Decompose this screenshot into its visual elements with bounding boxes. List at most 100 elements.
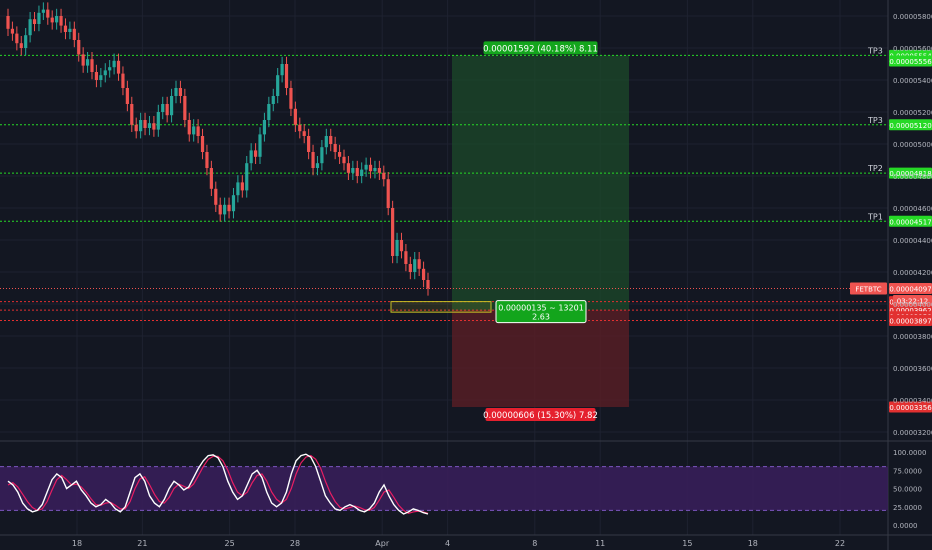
- candle-body: [187, 120, 191, 135]
- time-tick-label: 11: [595, 539, 605, 548]
- candle-body: [421, 268, 426, 280]
- candle-body: [103, 70, 107, 76]
- candle-body: [320, 147, 324, 164]
- candle-body: [408, 264, 412, 272]
- candle-body: [81, 54, 85, 66]
- candle-body: [200, 136, 205, 152]
- candle-body: [377, 168, 381, 173]
- level-name: TP2: [867, 164, 883, 173]
- time-tick-label: 8: [532, 539, 537, 548]
- price-tick-label: 0.00005600: [893, 45, 932, 53]
- candle-body: [417, 259, 421, 269]
- price-tick-label: 0.00003800: [893, 333, 932, 341]
- level-name: TP3: [867, 116, 883, 125]
- time-tick-label: Apr: [375, 539, 390, 548]
- candle-body: [240, 182, 244, 191]
- candle-body: [28, 19, 32, 36]
- candle-body: [205, 152, 209, 168]
- oscillator-tick-label: 100.0000: [893, 449, 926, 457]
- time-axis[interactable]: 18 21 25 28 Apr 4 8 11 15 18 22: [72, 539, 845, 548]
- level-price-bg: [889, 401, 932, 413]
- candle-body: [262, 120, 267, 135]
- candle-body: [55, 16, 59, 23]
- candle-body: [399, 240, 404, 252]
- candle-body: [68, 28, 72, 32]
- level-price-bg: [889, 314, 932, 326]
- level-price-label: 0.00005556: [889, 58, 932, 66]
- candle-body: [15, 33, 19, 44]
- candle-body: [209, 168, 213, 189]
- countdown-bg: [893, 294, 932, 306]
- candle-body: [192, 126, 196, 135]
- candle-body: [112, 60, 116, 68]
- price-tick-label: 0.00004400: [893, 237, 932, 245]
- candle-body: [236, 182, 240, 196]
- candle-body: [298, 124, 302, 132]
- oscillator-tick-label: 0.0000: [893, 522, 918, 530]
- candle-body: [426, 280, 430, 289]
- candle-body: [174, 88, 178, 96]
- level-name: TP1: [867, 212, 883, 221]
- candle-body: [315, 163, 320, 168]
- candle-body: [382, 172, 386, 180]
- loss-zone: [452, 310, 629, 408]
- candle-body: [351, 168, 355, 173]
- candle-body: [85, 59, 90, 66]
- candle-body: [134, 124, 138, 132]
- level-price-bg: [889, 215, 932, 227]
- level-price-label: 0.00004517: [889, 218, 931, 226]
- candle-body: [307, 136, 311, 152]
- candle-body: [94, 72, 99, 80]
- price-tick-label: 0.00004200: [893, 269, 932, 277]
- candle-body: [178, 88, 183, 96]
- candles: [6, 2, 430, 296]
- price-tick-label: 0.00003200: [893, 429, 932, 437]
- candle-body: [125, 88, 129, 104]
- candle-body: [214, 188, 218, 205]
- time-tick-label: 21: [137, 539, 147, 548]
- candle-body: [139, 120, 143, 132]
- level-price-bg: [889, 55, 932, 67]
- profit-label-bg: [483, 41, 598, 55]
- candle-body: [10, 28, 15, 34]
- last-price-bg: [889, 282, 932, 294]
- countdown-label: 03:22:12: [897, 297, 928, 305]
- oscillator-pane: 100.0000 75.0000 50.0000 25.0000 0.0000: [0, 449, 926, 530]
- entry-zone: [390, 301, 492, 313]
- price-axis[interactable]: 0.000055540.000055560.000051200.00004818…: [850, 13, 932, 437]
- symbol-tag: FETBTC: [855, 285, 881, 293]
- candle-body: [280, 64, 284, 76]
- candle-body: [373, 168, 377, 172]
- candle-body: [231, 195, 236, 212]
- candle-body: [121, 73, 125, 88]
- candle-body: [324, 136, 328, 148]
- time-tick-label: 22: [835, 539, 845, 548]
- time-tick-label: 25: [225, 539, 235, 548]
- candle-body: [404, 251, 408, 264]
- candle-body: [391, 208, 395, 256]
- candle-body: [59, 16, 63, 26]
- candle-body: [169, 96, 174, 116]
- candle-body: [267, 104, 271, 120]
- candle-body: [130, 104, 134, 125]
- candle-body: [249, 150, 253, 164]
- horizontal-levels[interactable]: TP3 TP3 TP2 TP1: [0, 46, 888, 321]
- time-tick-label: 18: [748, 539, 758, 548]
- candle-body: [311, 152, 315, 168]
- position-tool[interactable]: 0.00001592 (40.18%) 8.11 0.00000606 (15.3…: [452, 41, 629, 422]
- time-tick-label: 18: [72, 539, 82, 548]
- level-price-label: 0.00003897: [889, 317, 931, 325]
- level-price-bg: [889, 119, 932, 131]
- candle-body: [156, 112, 160, 130]
- candle-body: [360, 169, 364, 176]
- candle-body: [337, 152, 342, 157]
- candle-body: [108, 67, 112, 71]
- last-price-label: 0.00004097: [889, 285, 931, 293]
- level-price-label: 0.00003356: [889, 404, 932, 412]
- price-tick-label: 0.00004800: [893, 173, 932, 181]
- candle-body: [293, 108, 297, 125]
- candle-body: [152, 123, 156, 130]
